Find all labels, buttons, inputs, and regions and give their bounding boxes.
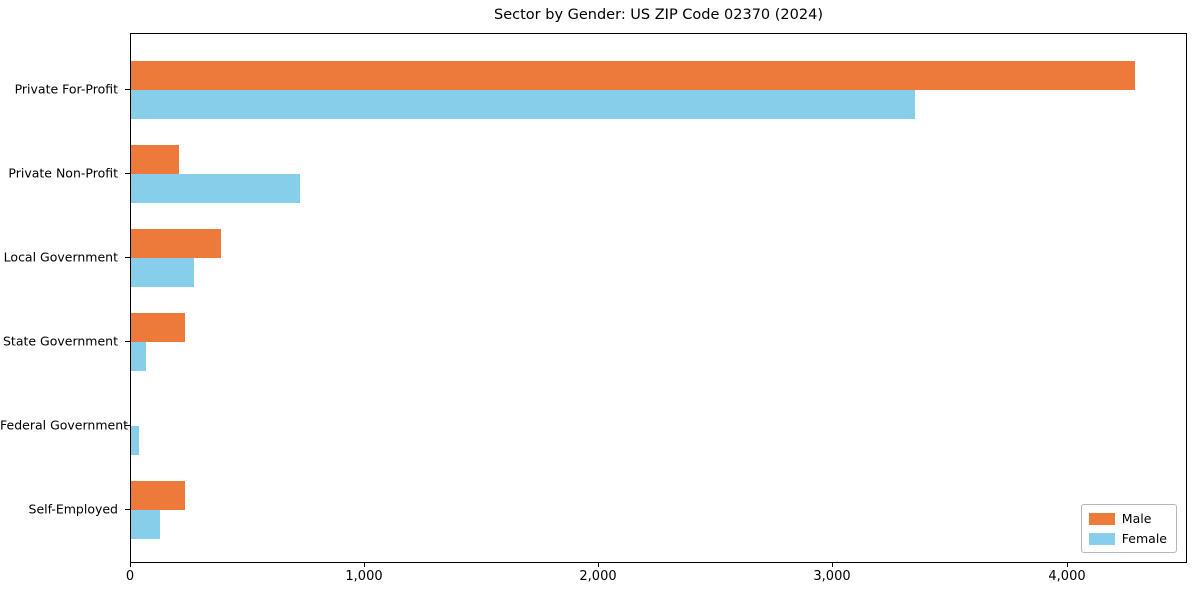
x-tick-mark: [1067, 562, 1068, 567]
bar-female-5: [131, 426, 139, 455]
legend-label: Male: [1121, 511, 1152, 526]
x-tick-label: 2,000: [579, 569, 617, 584]
x-tick-label: 1,000: [345, 569, 383, 584]
bar-male-3: [131, 229, 221, 258]
x-tick-label: 0: [125, 569, 135, 584]
bar-male-6: [131, 481, 185, 510]
y-tick-label: Local Government: [3, 249, 118, 265]
x-tick-mark: [364, 562, 365, 567]
y-tick-mark: [125, 509, 130, 510]
chart-title: Sector by Gender: US ZIP Code 02370 (202…: [494, 7, 823, 23]
y-tick-mark: [125, 341, 130, 342]
bar-female-6: [131, 510, 160, 539]
y-tick-label: Self-Employed: [28, 501, 118, 517]
y-tick-mark: [125, 425, 130, 426]
bar-male-2: [131, 145, 179, 174]
x-tick-label: 4,000: [1048, 569, 1086, 584]
y-tick-mark: [125, 89, 130, 90]
bar-female-3: [131, 258, 194, 287]
legend-entry-male: Male: [1088, 511, 1167, 526]
x-tick-mark: [130, 562, 131, 567]
plot-area: Male Female: [130, 33, 1187, 563]
x-tick-label: 3,000: [813, 569, 851, 584]
bar-female-1: [131, 90, 915, 119]
bar-female-2: [131, 174, 300, 203]
legend-swatch-icon: [1088, 532, 1115, 545]
x-tick-mark: [598, 562, 599, 567]
legend: Male Female: [1080, 504, 1177, 553]
bar-male-4: [131, 313, 185, 342]
bar-male-1: [131, 61, 1135, 90]
x-tick-mark: [832, 562, 833, 567]
y-tick-label: Private Non-Profit: [8, 165, 118, 181]
legend-label: Female: [1121, 531, 1167, 546]
y-tick-mark: [125, 173, 130, 174]
legend-entry-female: Female: [1088, 531, 1167, 546]
y-tick-label: State Government: [2, 333, 118, 349]
bar-female-4: [131, 342, 146, 371]
y-tick-label: Federal Government: [0, 417, 129, 433]
y-tick-mark: [125, 257, 130, 258]
y-tick-label: Private For-Profit: [14, 81, 118, 97]
legend-swatch-icon: [1088, 512, 1115, 525]
